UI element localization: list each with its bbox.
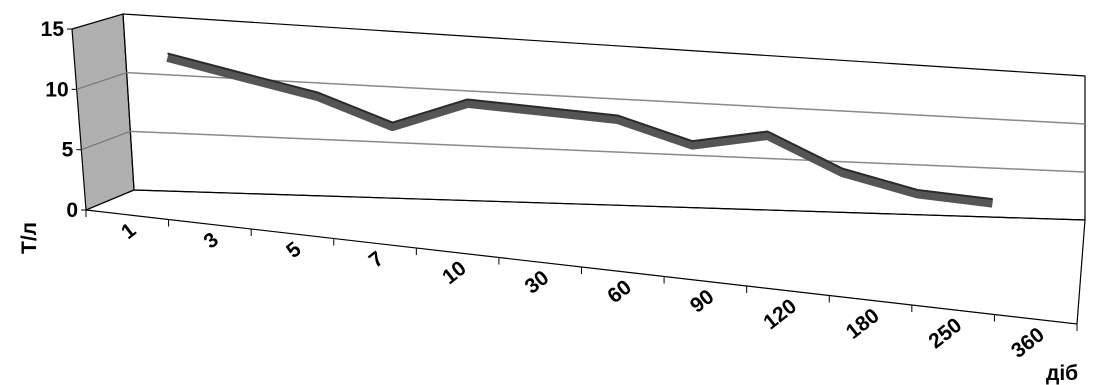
series-ribbon-edge <box>167 52 993 201</box>
x-tick-label-90: 90 <box>686 285 719 318</box>
x-tick-labels: 1 3 5 7 10 30 60 90 120 180 250 360 <box>117 218 1049 362</box>
series-line <box>166 52 994 208</box>
x-tick-label-10: 10 <box>438 257 471 290</box>
x-tick-label-5: 5 <box>282 237 306 263</box>
gridline-5 <box>130 130 1086 173</box>
y-axis-title: Т/л <box>18 222 41 254</box>
chart-walls <box>71 13 1086 325</box>
x-tick-label-7: 7 <box>365 247 388 272</box>
series-ribbon <box>166 53 994 208</box>
x-tick-label-3: 3 <box>200 228 223 253</box>
x-tick-label-1: 1 <box>117 218 141 244</box>
floor <box>83 189 1086 325</box>
x-tick-label-360: 360 <box>1007 323 1049 363</box>
gridline-10 <box>126 71 1086 125</box>
x-tick-label-60: 60 <box>603 276 636 309</box>
x-tick-marks <box>85 210 1078 331</box>
x-tick-label-120: 120 <box>759 295 801 335</box>
y-tick-label-0: 0 <box>66 199 78 222</box>
x-tick-label-180: 180 <box>842 304 884 344</box>
y-tick-label-10: 10 <box>45 78 68 101</box>
gridlines <box>76 71 1086 173</box>
side-gridline-5 <box>81 130 131 151</box>
x-axis-title: діб <box>1046 362 1078 385</box>
x-tick-label-30: 30 <box>521 266 554 299</box>
y-tick-labels: 0 5 10 15 <box>41 18 86 222</box>
x-tick-label-250: 250 <box>924 314 966 354</box>
y-tick-label-15: 15 <box>41 18 65 41</box>
side-gridline-10 <box>76 72 127 90</box>
y-tick-label-5: 5 <box>62 139 74 162</box>
